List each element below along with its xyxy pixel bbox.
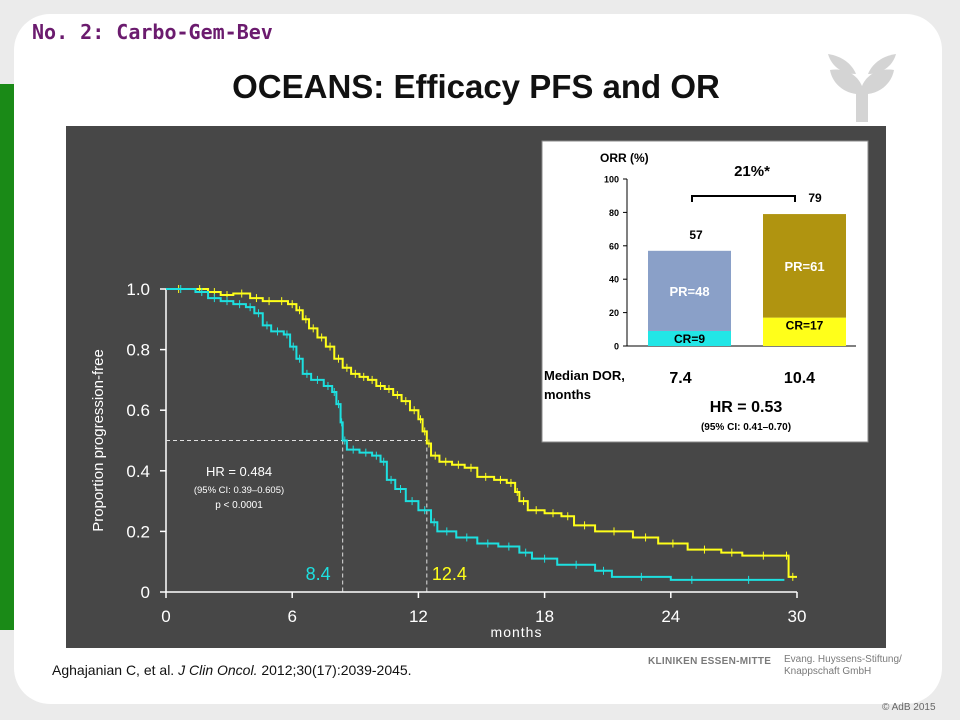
orr-axis-title: ORR (%) xyxy=(600,151,649,165)
hr-annotation: HR = 0.484 xyxy=(206,464,272,479)
clinic-subtitle: Evang. Huyssens-Stiftung/Knappschaft Gmb… xyxy=(784,654,902,678)
hr-ci-annotation: (95% CI: 0.39–0.605) xyxy=(194,485,284,496)
clinic-name: KLINIKEN ESSEN-MITTE xyxy=(648,656,772,667)
median-label: 8.4 xyxy=(306,564,331,584)
orr-segment-label: CR=9 xyxy=(674,332,705,346)
orr-bar-segment xyxy=(763,317,846,346)
orr-total-label: 57 xyxy=(689,228,703,242)
orr-segment-label: CR=17 xyxy=(786,319,824,333)
orr-hr-label: HR = 0.53 xyxy=(710,399,783,416)
x-tick-label: 6 xyxy=(287,607,296,626)
orr-bracket-label: 21%* xyxy=(734,163,770,180)
km-chart: 0 6 12 18 24 30 0 0.2 0.4 0.6 0.8 1.0 months Proporti… xyxy=(90,140,869,640)
orr-segment-label: PR=48 xyxy=(669,284,709,299)
citation: Aghajanian C, et al. J Clin Oncol. 2012;… xyxy=(52,662,412,678)
slide-title: OCEANS: Efficacy PFS and OR xyxy=(232,68,720,105)
citation-details: 2012;30(17):2039-2045. xyxy=(257,662,412,678)
x-tick-label: 30 xyxy=(788,607,807,626)
y-tick-label: 0.8 xyxy=(126,341,150,360)
orr-bar-segment xyxy=(648,330,731,346)
citation-authors: Aghajanian C, et al. xyxy=(52,662,179,678)
orr-bracket xyxy=(691,195,796,202)
session-label: No. 2: Carbo-Gem-Bev xyxy=(32,20,273,44)
y-tick-label: 0 xyxy=(141,583,150,602)
orr-y-tick-label: 100 xyxy=(604,175,619,185)
accent-bar xyxy=(0,84,14,630)
y-tick-label: 0.6 xyxy=(126,401,150,420)
orr-y-tick-label: 80 xyxy=(609,208,619,218)
y-axis-title: Proportion progression-free xyxy=(90,349,107,532)
y-tick-label: 0.4 xyxy=(126,462,150,481)
orr-y-tick-label: 60 xyxy=(609,241,619,251)
median-dor-value: 7.4 xyxy=(669,370,691,387)
hands-logo-icon xyxy=(828,54,896,122)
orr-bar-segment xyxy=(648,250,731,331)
survival-curve xyxy=(166,288,785,581)
median-dor-label: months xyxy=(544,387,591,402)
median-dor-label: Median DOR, xyxy=(544,368,625,383)
x-tick-label: 18 xyxy=(535,607,554,626)
clinic-subtitle-line: Evang. Huyssens-Stiftung/ xyxy=(784,654,902,665)
x-axis-title: months xyxy=(491,624,543,640)
x-tick-label: 0 xyxy=(161,607,170,626)
median-dor-value: 10.4 xyxy=(784,370,815,387)
citation-journal: J Clin Oncol. xyxy=(178,662,258,678)
copyright: © AdB 2015 xyxy=(882,702,936,713)
p-value-annotation: p < 0.0001 xyxy=(215,500,263,511)
y-tick-label: 1.0 xyxy=(126,280,150,299)
orr-y-tick-label: 0 xyxy=(614,342,619,352)
orr-segment-label: PR=61 xyxy=(784,259,824,274)
median-label: 12.4 xyxy=(432,564,467,584)
y-tick-label: 0.2 xyxy=(126,522,150,541)
survival-curve xyxy=(166,288,797,578)
orr-bar-segment xyxy=(763,214,846,318)
orr-y-tick-label: 40 xyxy=(609,275,619,285)
orr-total-label: 79 xyxy=(808,191,822,205)
orr-hr-ci-label: (95% CI: 0.41–0.70) xyxy=(701,422,791,433)
chart-panel: 0 6 12 18 24 30 0 0.2 0.4 0.6 0.8 1.0 months Proporti… xyxy=(66,126,886,648)
x-tick-label: 24 xyxy=(661,607,680,626)
x-tick-label: 12 xyxy=(409,607,428,626)
orr-y-tick-label: 20 xyxy=(609,308,619,318)
clinic-subtitle-line: Knappschaft GmbH xyxy=(784,666,872,677)
